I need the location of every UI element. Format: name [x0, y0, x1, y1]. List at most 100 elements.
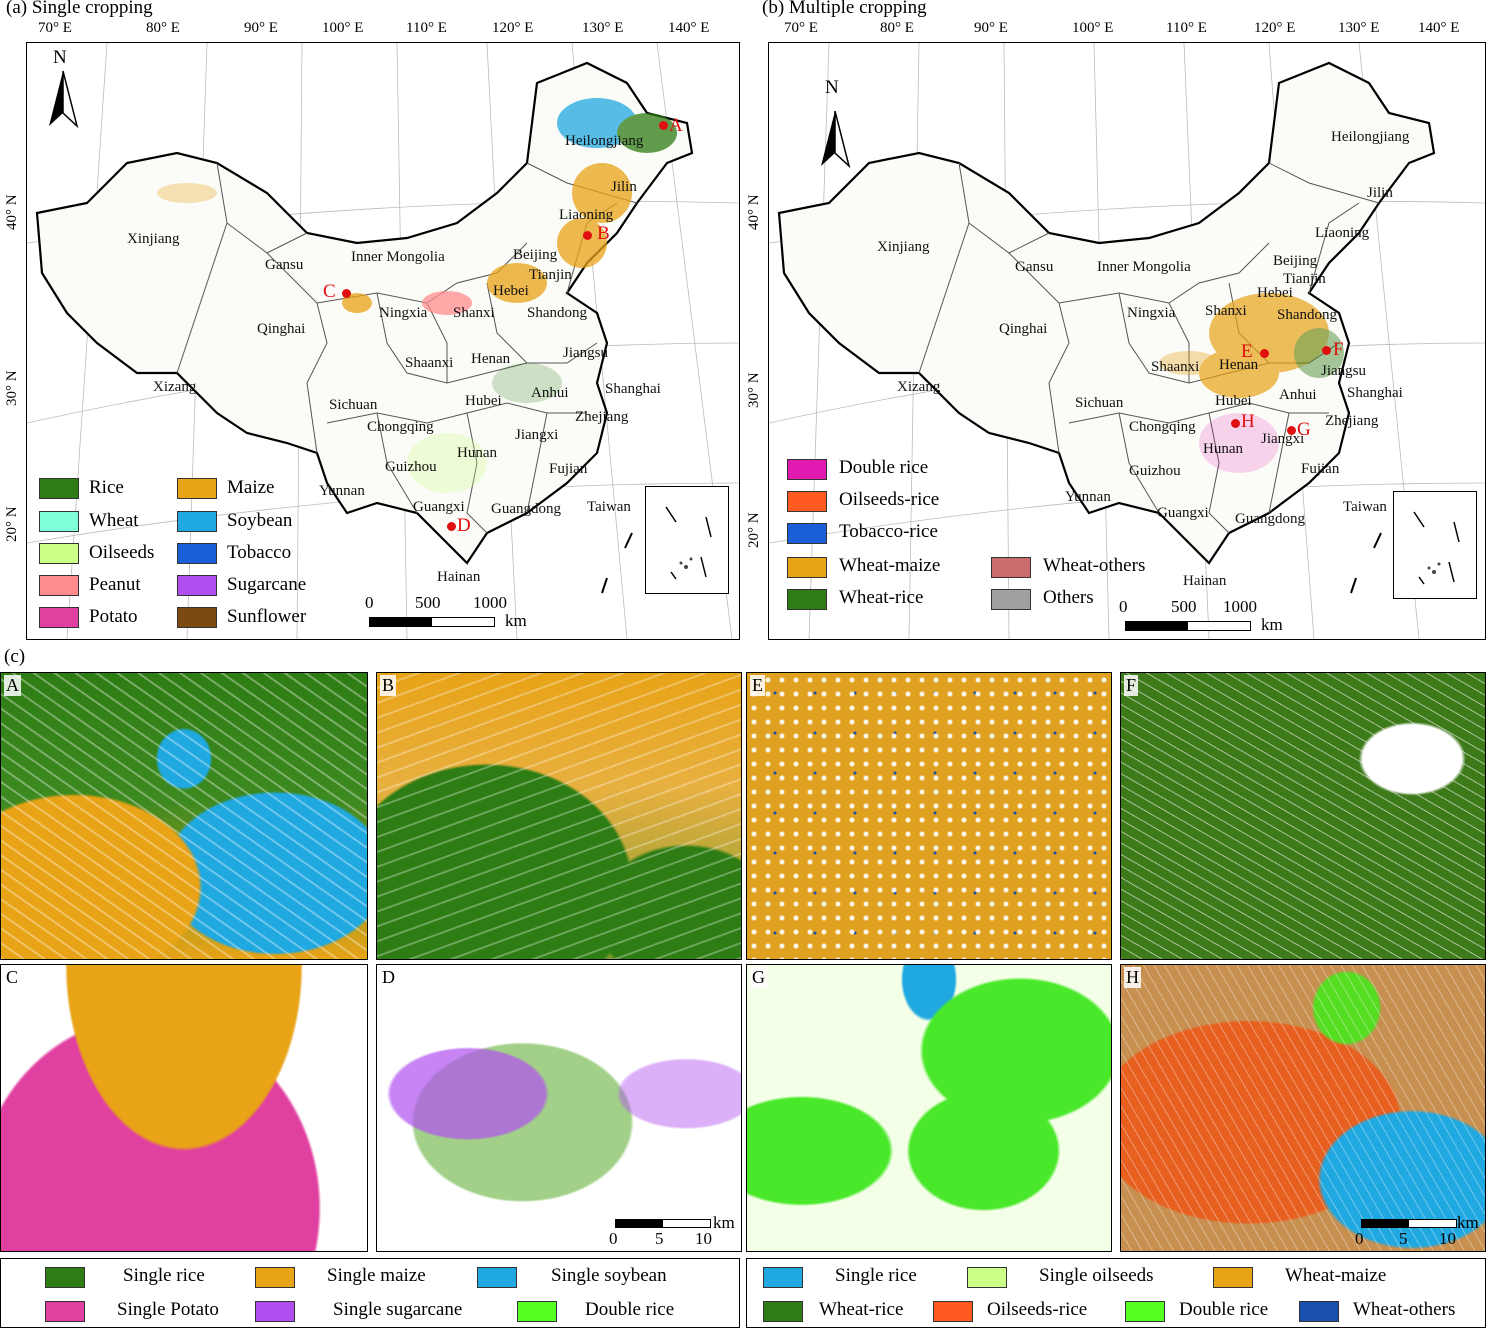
south-china-sea-inset	[1393, 491, 1477, 599]
north-arrow-icon	[49, 70, 79, 129]
subpanel-letter: A	[4, 675, 21, 696]
lon-label: 100° E	[322, 20, 364, 36]
scalebar-tick: 500	[1171, 597, 1197, 616]
legend-label: Potato	[89, 606, 138, 627]
legend-label: Wheat-rice	[819, 1299, 904, 1320]
province-label: Hunan	[1203, 441, 1243, 457]
point-marker	[1260, 349, 1269, 358]
legend-swatch-rice	[39, 478, 79, 499]
lat-label: 40° N	[746, 194, 762, 230]
point-marker	[659, 121, 668, 130]
province-label: Shanghai	[1347, 385, 1403, 401]
province-label: Yunnan	[1065, 489, 1111, 505]
scalebar-tick: 0	[609, 1229, 618, 1248]
scalebar	[1361, 1219, 1457, 1228]
province-label: Qinghai	[999, 321, 1048, 337]
province-label: Shaanxi	[1151, 359, 1200, 375]
legend-swatch-wheat-others	[991, 557, 1031, 578]
province-label: Guangdong	[1235, 511, 1305, 527]
province-label: Shanghai	[605, 381, 661, 397]
province-label: Xinjiang	[877, 239, 930, 255]
legend-swatch-single-rice	[45, 1267, 85, 1288]
subpanel-letter: C	[4, 967, 21, 988]
scalebar-tick: 0	[1119, 597, 1128, 616]
zoom-panel-e: E	[746, 672, 1112, 960]
legend-label: Oilseeds-rice	[987, 1299, 1088, 1320]
north-label: N	[53, 47, 67, 68]
scalebar-tick: 0	[365, 593, 374, 612]
province-label: Henan	[471, 351, 511, 367]
province-label: Ningxia	[379, 305, 428, 321]
scalebar	[615, 1219, 711, 1228]
lat-label: 40° N	[4, 194, 20, 230]
lon-label: 120° E	[1254, 20, 1296, 36]
scalebar-unit: km	[713, 1213, 735, 1232]
scalebar-tick: 5	[1399, 1229, 1408, 1248]
panel-c-title: (c)	[4, 646, 26, 667]
subpanel-letter: E	[750, 675, 765, 696]
legend-label: Oilseeds	[89, 542, 155, 563]
legend-swatch-sugarcane	[177, 575, 217, 596]
point-marker	[342, 289, 351, 298]
province-label: Zhejiang	[1325, 413, 1379, 429]
lon-label: 90° E	[974, 20, 1008, 36]
scalebar-unit: km	[1457, 1213, 1479, 1232]
legend-swatch-maize	[177, 478, 217, 499]
legend-swatch-oilseeds	[39, 543, 79, 564]
legend-label: Double rice	[1179, 1299, 1269, 1320]
legend-swatch-peanut	[39, 575, 79, 596]
legend-swatch-single-sugarcane	[255, 1301, 295, 1322]
lon-label: 120° E	[492, 20, 534, 36]
legend-swatch-wheat-rice	[787, 589, 827, 610]
lon-label: 100° E	[1072, 20, 1114, 36]
province-label: Shandong	[527, 305, 587, 321]
province-label: Inner Mongolia	[351, 249, 445, 265]
scalebar-tick: 1000	[1223, 597, 1257, 616]
legend-label: Single rice	[835, 1265, 917, 1286]
legend-label: Tobacco	[227, 542, 292, 563]
province-label: Chongqing	[367, 419, 434, 435]
legend-label: Maize	[227, 477, 275, 498]
lon-label: 110° E	[406, 20, 447, 36]
legend-swatch-double-rice	[517, 1301, 557, 1322]
legend-swatch-single-soybean	[477, 1267, 517, 1288]
legend-label: Wheat-maize	[839, 555, 941, 576]
subpanel-letter: G	[750, 967, 767, 988]
subpanel-letter: H	[1124, 967, 1141, 988]
subpanel-letter: F	[1124, 675, 1139, 696]
zoom-panel-b: B	[376, 672, 742, 960]
province-label: Shanxi	[453, 305, 495, 321]
point-label: F	[1333, 339, 1344, 360]
province-label: Hunan	[457, 445, 497, 461]
province-label: Xizang	[897, 379, 941, 395]
north-label: N	[825, 77, 839, 98]
province-label: Liaoning	[559, 207, 614, 223]
legend-multiple-cropping: Single rice Single oilseeds Wheat-maize …	[746, 1258, 1486, 1328]
legend-swatch-wheat-maize	[787, 557, 827, 578]
scalebar-tick: 10	[695, 1229, 712, 1248]
lon-label: 70° E	[784, 20, 818, 36]
lon-label: 140° E	[1418, 20, 1460, 36]
point-marker	[1231, 419, 1240, 428]
point-label: B	[597, 223, 610, 244]
point-label: C	[323, 281, 336, 302]
zoom-panel-a: A	[0, 672, 368, 960]
scalebar-unit: km	[1261, 615, 1283, 634]
lon-label: 90° E	[244, 20, 278, 36]
point-label: A	[669, 115, 683, 136]
panel-a-map: N Heilongjiang Jilin Liaoning Xinjiang G…	[26, 42, 740, 640]
legend-swatch-wheat-maize	[1213, 1267, 1253, 1288]
china-map-single	[27, 43, 739, 639]
lon-label: 110° E	[1166, 20, 1207, 36]
legend-label: Single soybean	[551, 1265, 667, 1286]
scalebar	[1125, 621, 1251, 631]
scalebar-tick: 500	[415, 593, 441, 612]
province-label: Inner Mongolia	[1097, 259, 1191, 275]
province-label: Jiangxi	[515, 427, 559, 443]
legend-swatch-potato	[39, 607, 79, 628]
province-label: Sichuan	[329, 397, 378, 413]
point-label: G	[1297, 419, 1311, 440]
zoom-panel-c: C	[0, 964, 368, 1252]
legend-swatch-double-rice	[1125, 1301, 1165, 1322]
province-label: Taiwan	[587, 499, 631, 515]
